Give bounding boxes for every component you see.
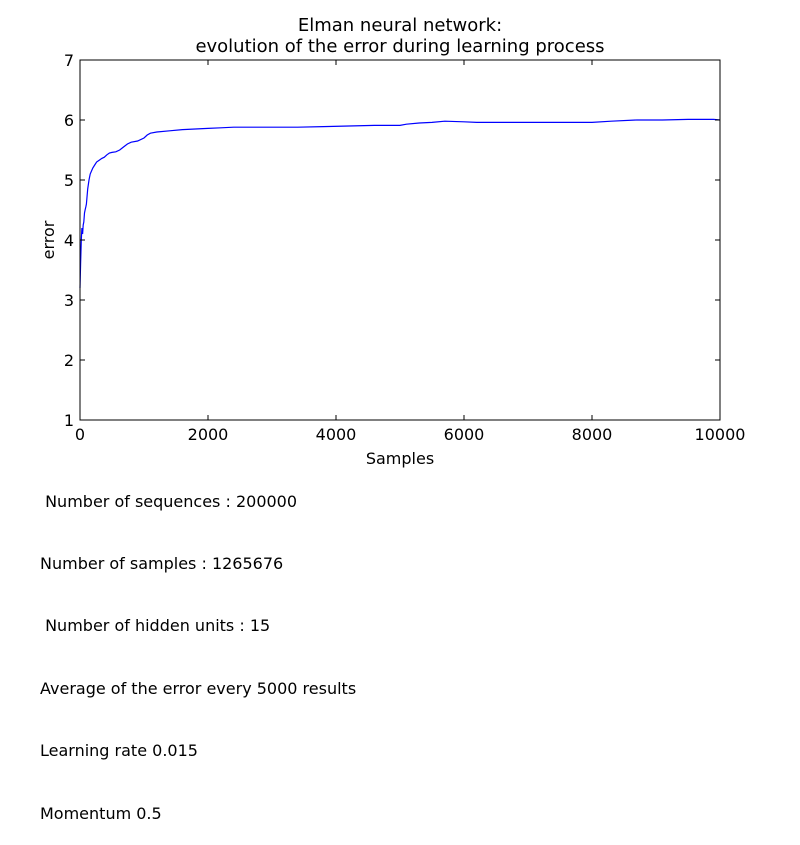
info-samples: Number of samples : 1265676	[40, 553, 284, 573]
plot-area: 0 2000 4000 6000 8000 10000 1 2 3 4 5 6 7	[64, 51, 746, 444]
series-line-0	[79, 118, 721, 289]
y-axis-label: error	[39, 220, 58, 259]
x-tick-label: 4000	[316, 425, 357, 444]
x-tick-label: 2000	[188, 425, 229, 444]
info-momentum: Momentum 0.5	[40, 803, 162, 823]
x-tick-label: 10000	[695, 425, 746, 444]
info-sequences: Number of sequences : 200000	[40, 491, 298, 511]
y-tick-label: 6	[64, 111, 74, 130]
info-hidden-units: Number of hidden units : 15	[40, 616, 271, 636]
y-tick-label: 1	[64, 411, 74, 430]
y-tick-label: 5	[64, 171, 74, 190]
y-tick-label: 7	[64, 51, 74, 70]
plot-frame	[79, 59, 721, 421]
y-tick-label: 2	[64, 351, 74, 370]
info-averaging: Average of the error every 5000 results	[40, 678, 357, 698]
y-tick-label: 3	[64, 291, 74, 310]
chart-title-line-1: Elman neural network:	[298, 15, 502, 36]
x-axis-label: Samples	[366, 449, 434, 468]
x-tick-label: 8000	[572, 425, 613, 444]
info-learning-rate: Learning rate 0.015	[40, 741, 198, 761]
y-tick-label: 4	[64, 231, 74, 250]
x-tick-label: 0	[75, 425, 85, 444]
chart-title-line-2: evolution of the error during learning p…	[195, 36, 604, 57]
x-tick-label: 6000	[444, 425, 485, 444]
figure: Elman neural network: evolution of the e…	[39, 15, 746, 468]
run-info: Number of sequences : 200000 Number of s…	[40, 450, 356, 845]
